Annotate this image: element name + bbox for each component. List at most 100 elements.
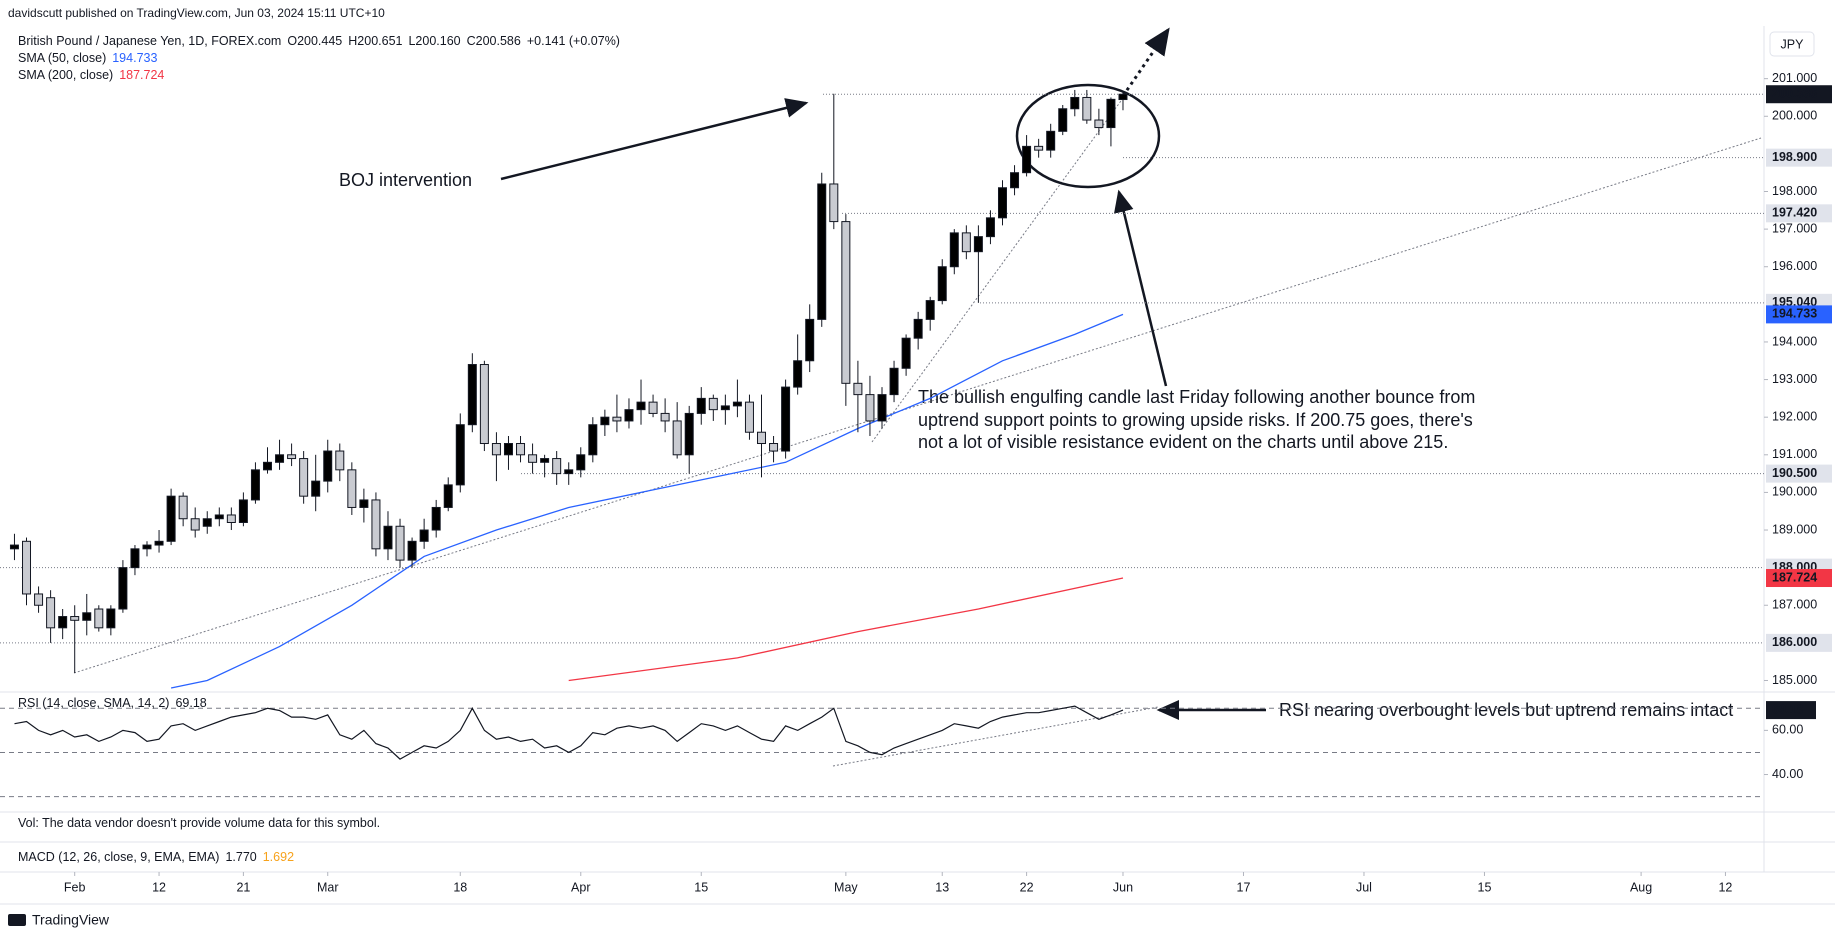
candle-body <box>118 567 128 610</box>
candle-body <box>600 416 610 426</box>
legend-value: 194.733 <box>112 51 158 65</box>
level-tag <box>1766 148 1832 167</box>
level-tag-label: 198.900 <box>1772 150 1817 164</box>
legend-main: British Pound / Japanese Yen, 1D, FOREX.… <box>18 34 626 48</box>
footer-brand: TradingView <box>32 912 110 928</box>
y-tick-label: 189.000 <box>1772 522 1817 536</box>
sma-line <box>568 577 1124 682</box>
level-tag <box>1766 633 1832 652</box>
candle-body <box>46 597 56 629</box>
x-tick-label: 18 <box>453 880 467 894</box>
x-tick-label: Feb <box>64 880 86 894</box>
y-tick-label: 201.000 <box>1772 71 1817 85</box>
candle-body <box>889 367 899 396</box>
x-tick-label: 13 <box>935 880 949 894</box>
x-tick-label: May <box>834 880 858 894</box>
candle-body <box>985 217 995 238</box>
legend-name: RSI (14, close, SMA, 14, 2) <box>18 696 170 710</box>
annotation: RSI nearing overbought levels but uptren… <box>1279 700 1733 720</box>
currency-button-label[interactable]: JPY <box>1781 37 1805 51</box>
candle-body <box>961 232 971 253</box>
candle-body <box>901 337 911 369</box>
candle-body <box>82 612 92 621</box>
logo <box>8 914 26 926</box>
candle-body <box>70 616 80 621</box>
x-tick-label: Jun <box>1113 880 1133 894</box>
candle-body <box>564 469 574 475</box>
y-tick-label: 196.000 <box>1772 259 1817 273</box>
ohlc: C200.586 <box>466 34 521 48</box>
x-tick-label: Mar <box>317 880 339 894</box>
candle-body <box>516 443 526 456</box>
candle-body <box>323 450 333 482</box>
candle-body <box>22 540 32 595</box>
currency-button[interactable] <box>1769 31 1815 57</box>
candle-body <box>34 593 44 606</box>
candle-body <box>359 499 369 508</box>
legend-value: 187.724 <box>119 68 165 82</box>
level-tag <box>1766 85 1832 104</box>
candle-body <box>805 318 815 362</box>
candle-body <box>202 518 212 527</box>
sma-line <box>170 313 1124 689</box>
candle-body <box>154 540 164 546</box>
sma-tag-label: 194.733 <box>1772 307 1817 321</box>
x-tick-label: 21 <box>236 880 250 894</box>
ohlc: H200.651 <box>348 34 403 48</box>
rsi-line <box>14 705 1124 760</box>
y-tick-label: 187.000 <box>1772 598 1817 612</box>
candle-body <box>178 495 188 520</box>
x-tick-label: 12 <box>152 880 166 894</box>
legend-name: SMA (200, close) <box>18 68 114 82</box>
candle-body <box>1046 130 1056 151</box>
candle-body <box>1070 96 1080 110</box>
candle-body <box>925 300 935 320</box>
candle-body <box>226 514 236 524</box>
y-tick-label: 190.000 <box>1772 485 1817 499</box>
candle-body <box>588 424 598 456</box>
candle-body <box>612 416 622 422</box>
x-tick-label: 22 <box>1020 880 1034 894</box>
candle-body <box>166 495 176 542</box>
candle-body <box>865 394 875 422</box>
candle-body <box>142 544 152 550</box>
header: davidscutt published on TradingView.com,… <box>8 6 385 20</box>
candle-body <box>757 431 767 445</box>
x-tick-label: 12 <box>1718 880 1732 894</box>
candle-body <box>1010 172 1020 189</box>
candle-body <box>877 394 887 422</box>
x-tick-label: Apr <box>571 880 590 894</box>
ohlc: O200.445 <box>287 34 343 48</box>
candle-body <box>624 409 634 422</box>
legend-value: 1.692 <box>262 850 295 864</box>
candle-body <box>94 608 104 629</box>
ohlc: +0.141 (+0.07%) <box>526 34 620 48</box>
candle-body <box>250 469 260 501</box>
x-tick-label: Aug <box>1630 880 1652 894</box>
ohlc: L200.160 <box>408 34 461 48</box>
candle-body <box>1058 108 1068 132</box>
sma-tag <box>1766 305 1832 324</box>
candle-body <box>262 461 272 471</box>
y-tick-label: 185.000 <box>1772 673 1817 687</box>
symbol-title: British Pound / Japanese Yen, 1D, FOREX.… <box>18 34 282 48</box>
candle-body <box>552 458 562 475</box>
annotation: The bullish engulfing candle last Friday… <box>918 387 1475 407</box>
candle-body <box>708 397 718 411</box>
candle-body <box>1022 145 1032 174</box>
candle-body <box>1082 96 1092 121</box>
sma-tag-label: 187.724 <box>1772 570 1817 584</box>
y-tick-label: 198.000 <box>1772 184 1817 198</box>
candle-body <box>997 187 1007 219</box>
legend-sma50: SMA (50, close) 194.733 <box>18 51 163 65</box>
trendline <box>73 137 1762 674</box>
x-tick-label: 15 <box>694 880 708 894</box>
candle-body <box>371 499 381 550</box>
level-tag-label: 197.420 <box>1772 206 1817 220</box>
annotation: not a lot of visible resistance evident … <box>918 432 1448 452</box>
level-tag <box>1766 464 1832 483</box>
candle-body <box>383 525 393 550</box>
highlight-circle <box>1015 83 1161 189</box>
candle-body <box>1106 98 1116 129</box>
